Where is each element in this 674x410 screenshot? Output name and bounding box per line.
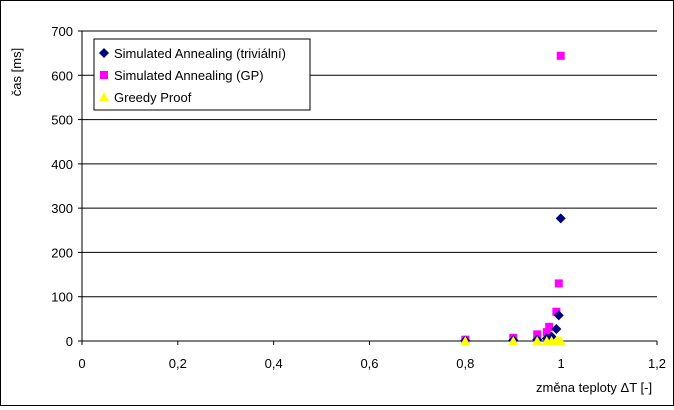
x-axis-label: změna teploty ΔT [-]: [536, 380, 652, 395]
data-point-square: [533, 330, 542, 339]
data-point-square: [545, 322, 554, 331]
y-axis-label: čas [ms]: [9, 48, 24, 96]
x-tick-labels: 0 0,2 0,4 0,6 0,8 1 1,2: [78, 356, 666, 371]
data-point-square: [554, 279, 563, 288]
legend-marker-diamond: [99, 48, 109, 58]
legend-box: [93, 38, 311, 111]
data-point-triangle: [555, 336, 566, 345]
data-point-square: [552, 307, 561, 316]
x-tick-label: 0,4: [265, 356, 283, 371]
data-points: [460, 51, 566, 346]
legend: Simulated Annealing (triviální) Simulated…: [93, 38, 311, 111]
x-tick-label: 1,2: [648, 356, 666, 371]
data-point-square: [556, 51, 565, 60]
data-point-triangle: [508, 336, 519, 345]
y-tick-label: 100: [51, 290, 73, 305]
data-point-diamond: [555, 213, 566, 224]
data-point-triangle: [460, 336, 471, 345]
legend-label: Simulated Annealing (triviální): [114, 46, 286, 61]
x-tick-label: 0,2: [169, 356, 187, 371]
data-point-diamond: [553, 310, 564, 321]
y-tick-label: 400: [51, 157, 73, 172]
y-tick-label: 300: [51, 201, 73, 216]
x-tick-label: 1: [558, 356, 565, 371]
legend-label: Simulated Annealing (GP): [114, 68, 264, 83]
legend-marker-triangle: [99, 92, 109, 101]
y-tick-label: 0: [66, 334, 73, 349]
y-tick-label: 600: [51, 68, 73, 83]
legend-items: Simulated Annealing (triviální) Simulated…: [99, 46, 286, 105]
data-point-triangle: [532, 336, 543, 345]
data-point-diamond: [551, 324, 562, 335]
legend-label: Greedy Proof: [114, 90, 192, 105]
legend-marker-square: [100, 71, 108, 79]
x-tick-label: 0: [78, 356, 85, 371]
data-point-square: [542, 328, 551, 337]
y-tick-label: 200: [51, 245, 73, 260]
y-tick-label: 500: [51, 113, 73, 128]
y-tick-label: 700: [51, 24, 73, 39]
x-tick-label: 0,6: [360, 356, 378, 371]
y-tick-labels: 0 100 200 300 400 500 600 700: [51, 24, 73, 349]
x-tick-label: 0,8: [456, 356, 474, 371]
